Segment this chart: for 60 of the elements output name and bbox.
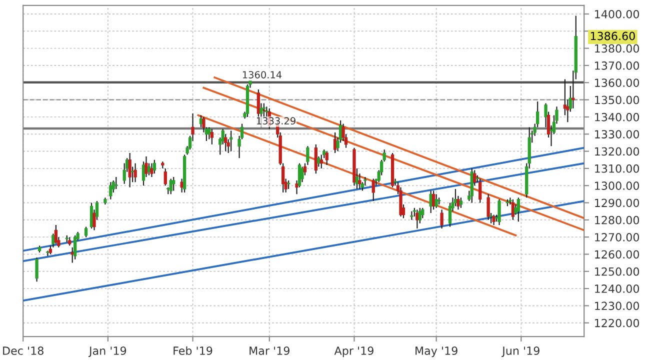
y-tick-label: 1280.00 bbox=[595, 216, 640, 224]
candlestick bbox=[172, 176, 176, 192]
candlestick bbox=[84, 226, 88, 238]
candlestick bbox=[325, 150, 328, 166]
candlestick bbox=[317, 156, 320, 168]
candlestick bbox=[164, 168, 167, 186]
y-tick-label: 1260.00 bbox=[595, 250, 640, 259]
x-tick-label: Jan '19 bbox=[88, 346, 126, 357]
candlestick bbox=[128, 152, 132, 188]
candlestick bbox=[169, 178, 172, 195]
candlestick bbox=[572, 70, 575, 109]
candlestick bbox=[440, 209, 444, 230]
x-tick-label: Feb '19 bbox=[174, 346, 212, 355]
candlestick bbox=[35, 257, 38, 282]
y-tick-label: 1320.00 bbox=[595, 147, 640, 156]
candlestick bbox=[434, 194, 438, 208]
candlestick bbox=[478, 178, 482, 204]
x-tick-label: Apr '19 bbox=[334, 346, 374, 358]
candlestick bbox=[230, 130, 233, 152]
y-tick-label: 1370.00 bbox=[595, 61, 640, 70]
y-tick-label: 1380.00 bbox=[595, 44, 640, 53]
candlestick bbox=[109, 182, 112, 200]
ref-line-label: 1333.29 bbox=[256, 117, 296, 125]
candlestick bbox=[416, 209, 419, 230]
y-tick-label: 1330.00 bbox=[595, 130, 640, 138]
candlestick bbox=[210, 128, 214, 145]
candlestick bbox=[492, 214, 496, 226]
y-tick-label: 1340.00 bbox=[595, 112, 640, 122]
x-tick-label: Mar '19 bbox=[250, 346, 290, 355]
candlestick bbox=[486, 194, 490, 220]
candlestick bbox=[150, 162, 154, 178]
candlestick bbox=[134, 162, 137, 183]
ref-line-label: 1360.14 bbox=[242, 71, 282, 78]
y-tick-label: 1400.00 bbox=[595, 10, 640, 18]
candlestick bbox=[498, 198, 501, 226]
candlestick bbox=[314, 144, 318, 174]
candlestick bbox=[300, 166, 304, 183]
candlestick bbox=[410, 210, 414, 220]
candlestick bbox=[114, 176, 118, 190]
candlestick bbox=[152, 159, 156, 174]
y-tick-label: 1250.00 bbox=[595, 267, 640, 276]
candlestick bbox=[54, 224, 58, 244]
candlestick bbox=[74, 234, 77, 260]
y-tick-label: 1220.00 bbox=[595, 318, 640, 328]
x-tick-label: Jun '19 bbox=[502, 346, 540, 357]
candlestick bbox=[372, 178, 375, 202]
x-tick-label: Dec '18 bbox=[3, 346, 44, 355]
y-tick-label: 1360.00 bbox=[595, 78, 640, 87]
y-tick-label: 1290.00 bbox=[595, 198, 640, 208]
y-tick-label: 1310.00 bbox=[595, 164, 640, 173]
y-tick-label: 1230.00 bbox=[595, 302, 640, 310]
y-tick-label: 1270.00 bbox=[595, 233, 640, 242]
annotation: 1386.60 bbox=[590, 32, 635, 40]
candlestick bbox=[516, 197, 520, 222]
candlestick bbox=[511, 198, 515, 220]
candlestick bbox=[459, 197, 463, 208]
y-tick-label: 1240.00 bbox=[595, 284, 640, 293]
y-tick-label: 1350.00 bbox=[595, 96, 640, 104]
x-tick-label: May '19 bbox=[416, 346, 458, 358]
y-tick-label: 1300.00 bbox=[595, 182, 640, 190]
